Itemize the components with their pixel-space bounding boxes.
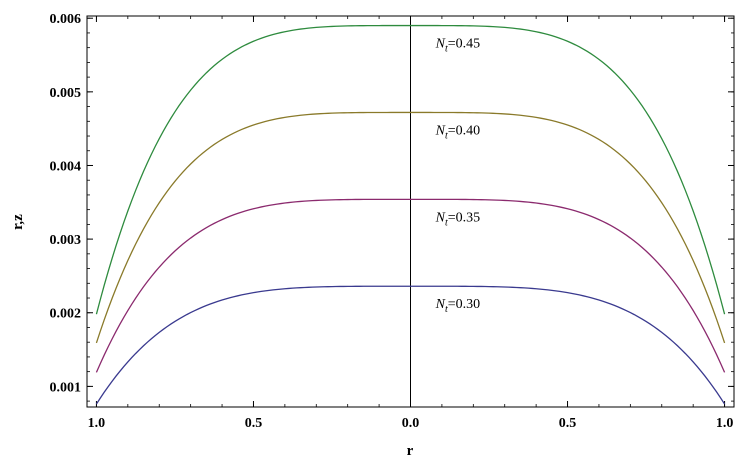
series-line-0 [95, 285, 726, 405]
y-tick-label: 0.004 [50, 159, 82, 174]
y-axis-title: r,z [10, 214, 26, 230]
y-tick-label: 0.006 [50, 12, 82, 27]
series-label-3: Nt=0.45 [435, 37, 481, 55]
series-label-1: Nt=0.35 [435, 210, 481, 228]
y-tick-label: 0.003 [50, 233, 82, 248]
series-line-3 [95, 24, 726, 315]
x-tick-label: 0.5 [245, 416, 263, 431]
y-tick-label: 0.005 [50, 86, 82, 101]
series-label-2: Nt=0.40 [435, 123, 481, 141]
x-tick-label: 1.0 [716, 416, 734, 431]
x-tick-label: 1.0 [88, 416, 106, 431]
series-line-2 [95, 111, 726, 344]
y-tick-label: 0.002 [50, 307, 82, 322]
x-tick-label: 0.5 [559, 416, 577, 431]
y-tick-label: 0.001 [50, 380, 82, 395]
x-tick-label: 0.0 [402, 416, 420, 431]
series-label-0: Nt=0.30 [435, 297, 481, 315]
x-axis-title: r [407, 443, 414, 459]
series-line-1 [95, 198, 726, 373]
